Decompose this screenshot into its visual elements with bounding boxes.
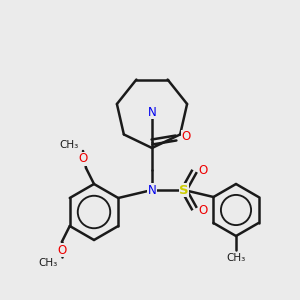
Text: O: O [182, 130, 190, 143]
Text: O: O [198, 203, 208, 217]
Text: CH₃: CH₃ [38, 258, 57, 268]
Text: N: N [148, 106, 156, 118]
Text: O: O [78, 152, 88, 166]
Text: N: N [148, 184, 156, 196]
Text: CH₃: CH₃ [226, 253, 246, 263]
Text: S: S [179, 184, 189, 196]
Text: O: O [198, 164, 208, 176]
Text: CH₃: CH₃ [59, 140, 79, 150]
Text: O: O [57, 244, 66, 256]
